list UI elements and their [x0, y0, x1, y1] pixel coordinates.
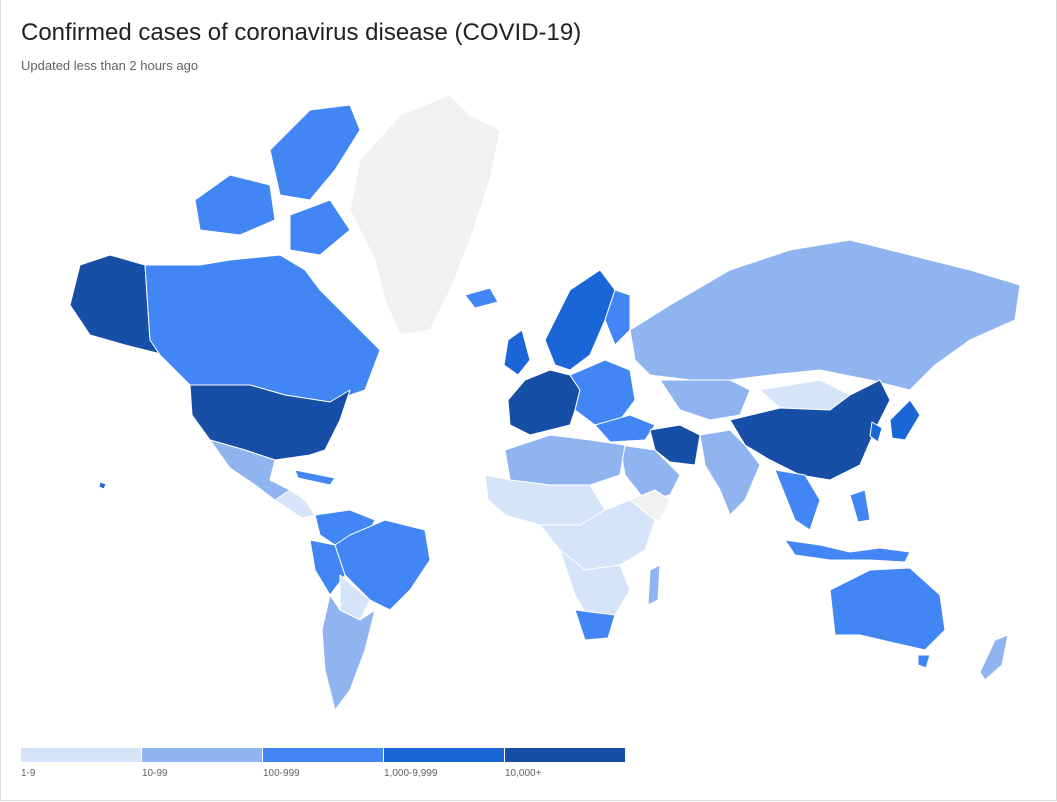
region-turkey[interactable] — [594, 414, 656, 443]
region-australia[interactable] — [829, 567, 946, 651]
region-japan[interactable] — [869, 399, 921, 443]
legend-swatch-10000-plus — [505, 748, 625, 762]
region-new-zealand[interactable] — [979, 634, 1009, 681]
legend-label: 1,000-9,999 — [384, 768, 438, 779]
region-south-africa[interactable] — [574, 609, 616, 641]
map-legend: 1-9 10-99 100-999 1,000-9,999 10,000+ — [21, 748, 626, 779]
region-india[interactable] — [699, 429, 761, 516]
region-peru[interactable] — [309, 539, 346, 596]
region-arctic-islands[interactable] — [194, 104, 361, 256]
region-russia[interactable] — [629, 239, 1021, 391]
region-argentina[interactable] — [321, 594, 376, 711]
legend-label: 100-999 — [263, 768, 300, 779]
region-arabia[interactable] — [619, 444, 681, 501]
region-north-africa[interactable] — [504, 434, 626, 486]
region-canada[interactable] — [144, 254, 381, 403]
legend-swatch-100-999 — [263, 748, 383, 762]
region-kazakhstan[interactable] — [659, 379, 751, 421]
legend-item: 10-99 — [142, 748, 262, 779]
page-title: Confirmed cases of coronavirus disease (… — [21, 19, 582, 46]
region-tasmania[interactable] — [917, 654, 931, 669]
world-map — [69, 94, 1021, 711]
region-caribbean[interactable] — [294, 469, 336, 486]
legend-swatch-1000-9999 — [384, 748, 504, 762]
legend-label: 10,000+ — [505, 768, 542, 779]
region-iceland[interactable] — [464, 287, 499, 309]
legend-item: 100-999 — [263, 748, 383, 779]
region-indonesia[interactable] — [784, 539, 911, 563]
legend-item: 1,000-9,999 — [384, 748, 504, 779]
region-western-europe[interactable] — [507, 369, 581, 436]
region-southeast-asia[interactable] — [774, 469, 821, 531]
region-eastern-europe[interactable] — [569, 359, 636, 426]
region-hawaii[interactable] — [98, 481, 107, 490]
legend-swatch-1-9 — [21, 748, 141, 762]
region-brazil[interactable] — [334, 519, 431, 611]
region-madagascar[interactable] — [647, 564, 661, 606]
region-greenland[interactable] — [349, 94, 501, 336]
legend-label: 1-9 — [21, 768, 36, 779]
region-central-america[interactable] — [274, 489, 316, 519]
region-southern-africa[interactable] — [559, 549, 631, 621]
region-horn-of-africa[interactable] — [629, 489, 671, 521]
region-philippines[interactable] — [849, 489, 871, 523]
legend-swatch-10-99 — [142, 748, 262, 762]
region-uk[interactable] — [503, 329, 531, 376]
region-finland[interactable] — [604, 289, 631, 346]
legend-label: 10-99 — [142, 768, 168, 779]
legend-item: 10,000+ — [505, 748, 625, 779]
legend-item: 1-9 — [21, 748, 141, 779]
update-status: Updated less than 2 hours ago — [21, 58, 199, 73]
